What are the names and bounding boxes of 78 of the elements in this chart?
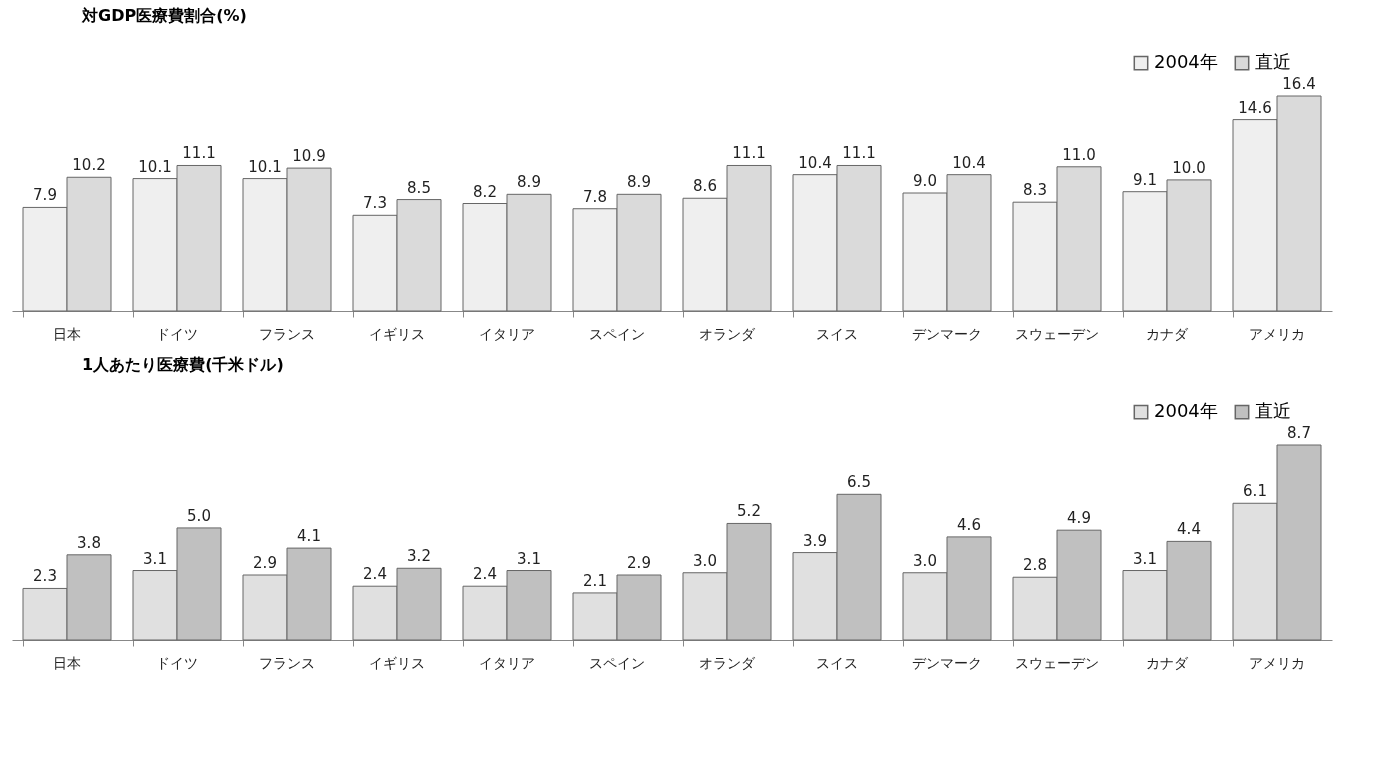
x-tick-label: ドイツ — [156, 325, 198, 342]
x-tick-label: デンマーク — [912, 325, 982, 342]
data-label: 10.9 — [292, 147, 326, 166]
data-label: 5.2 — [737, 502, 761, 521]
data-label: 8.7 — [1287, 424, 1311, 442]
data-label: 8.9 — [627, 173, 651, 192]
data-label: 3.9 — [803, 531, 827, 550]
x-tick-label: イギリス — [369, 654, 425, 671]
x-tick-label: カナダ — [1146, 325, 1189, 342]
data-label: 14.6 — [1238, 98, 1272, 117]
x-tick-label: フランス — [259, 654, 315, 671]
data-label: 10.4 — [952, 153, 986, 172]
data-label: 11.1 — [182, 144, 216, 163]
x-tick-label: 日本 — [53, 325, 81, 342]
data-label: 8.2 — [473, 182, 497, 201]
x-tick-label: スイス — [816, 325, 858, 342]
data-label: 4.9 — [1067, 509, 1091, 528]
x-tick-label: スペイン — [589, 654, 645, 671]
x-tick-label: スペイン — [589, 325, 645, 342]
data-label: 3.8 — [77, 533, 101, 552]
data-label: 9.1 — [1133, 170, 1157, 189]
data-label: 6.5 — [847, 473, 871, 492]
x-tick-label: イギリス — [369, 325, 425, 342]
data-label: 10.0 — [1172, 158, 1206, 177]
data-label: 7.9 — [33, 186, 57, 205]
x-tick-label: ドイツ — [156, 654, 198, 671]
data-label: 2.8 — [1023, 556, 1047, 575]
data-label: 2.4 — [363, 565, 387, 584]
legend-label: 2004年 — [1154, 51, 1218, 73]
data-label: 10.2 — [72, 156, 106, 175]
data-label: 2.3 — [33, 567, 57, 586]
data-label: 3.1 — [1133, 549, 1157, 568]
x-tick-label: オランダ — [699, 654, 756, 671]
data-label: 8.6 — [693, 177, 717, 196]
data-label: 10.1 — [248, 157, 282, 176]
x-tick-label: スウェーデン — [1015, 325, 1099, 342]
data-label: 8.5 — [407, 178, 431, 197]
data-label: 7.3 — [363, 194, 387, 213]
x-tick-label: スイス — [816, 654, 858, 671]
legend-label: 直近 — [1255, 400, 1291, 422]
data-label: 3.0 — [913, 551, 937, 570]
data-label: 7.8 — [583, 187, 607, 206]
data-label: 3.1 — [143, 549, 167, 568]
data-label: 5.0 — [187, 506, 211, 525]
data-label: 8.9 — [517, 173, 541, 192]
x-tick-label: イタリア — [479, 654, 535, 671]
chart-title: 対GDP医療費割合(%) — [81, 6, 247, 25]
data-label: 10.4 — [798, 153, 832, 172]
chart-title: 1人あたり医療費(千米ドル) — [82, 355, 284, 374]
data-label: 2.4 — [473, 565, 497, 584]
data-label: 9.0 — [913, 172, 937, 191]
x-tick-label: カナダ — [1146, 654, 1189, 671]
data-label: 10.1 — [138, 157, 172, 176]
x-tick-label: オランダ — [699, 325, 756, 342]
data-label: 2.9 — [627, 554, 651, 572]
x-tick-label: アメリカ — [1249, 325, 1305, 342]
x-tick-label: 日本 — [53, 654, 81, 671]
data-label: 8.3 — [1023, 181, 1047, 200]
data-label: 4.4 — [1177, 520, 1201, 539]
data-label: 2.9 — [253, 554, 277, 572]
data-label: 16.4 — [1282, 75, 1316, 93]
data-label: 3.2 — [407, 547, 431, 566]
x-tick-label: アメリカ — [1249, 654, 1305, 671]
data-label: 4.6 — [957, 515, 981, 534]
data-label: 3.1 — [517, 549, 541, 568]
x-tick-label: フランス — [259, 325, 315, 342]
legend-label: 直近 — [1255, 51, 1291, 73]
data-label: 3.0 — [693, 551, 717, 570]
data-label: 4.1 — [297, 527, 321, 546]
x-tick-label: イタリア — [479, 325, 535, 342]
data-label: 2.1 — [583, 571, 607, 590]
data-label: 6.1 — [1243, 482, 1267, 501]
data-label: 11.0 — [1062, 145, 1096, 164]
x-tick-label: デンマーク — [912, 654, 982, 671]
data-label: 11.1 — [732, 144, 766, 163]
legend-label: 2004年 — [1154, 400, 1218, 422]
data-label: 11.1 — [842, 144, 876, 163]
x-tick-label: スウェーデン — [1015, 654, 1099, 671]
